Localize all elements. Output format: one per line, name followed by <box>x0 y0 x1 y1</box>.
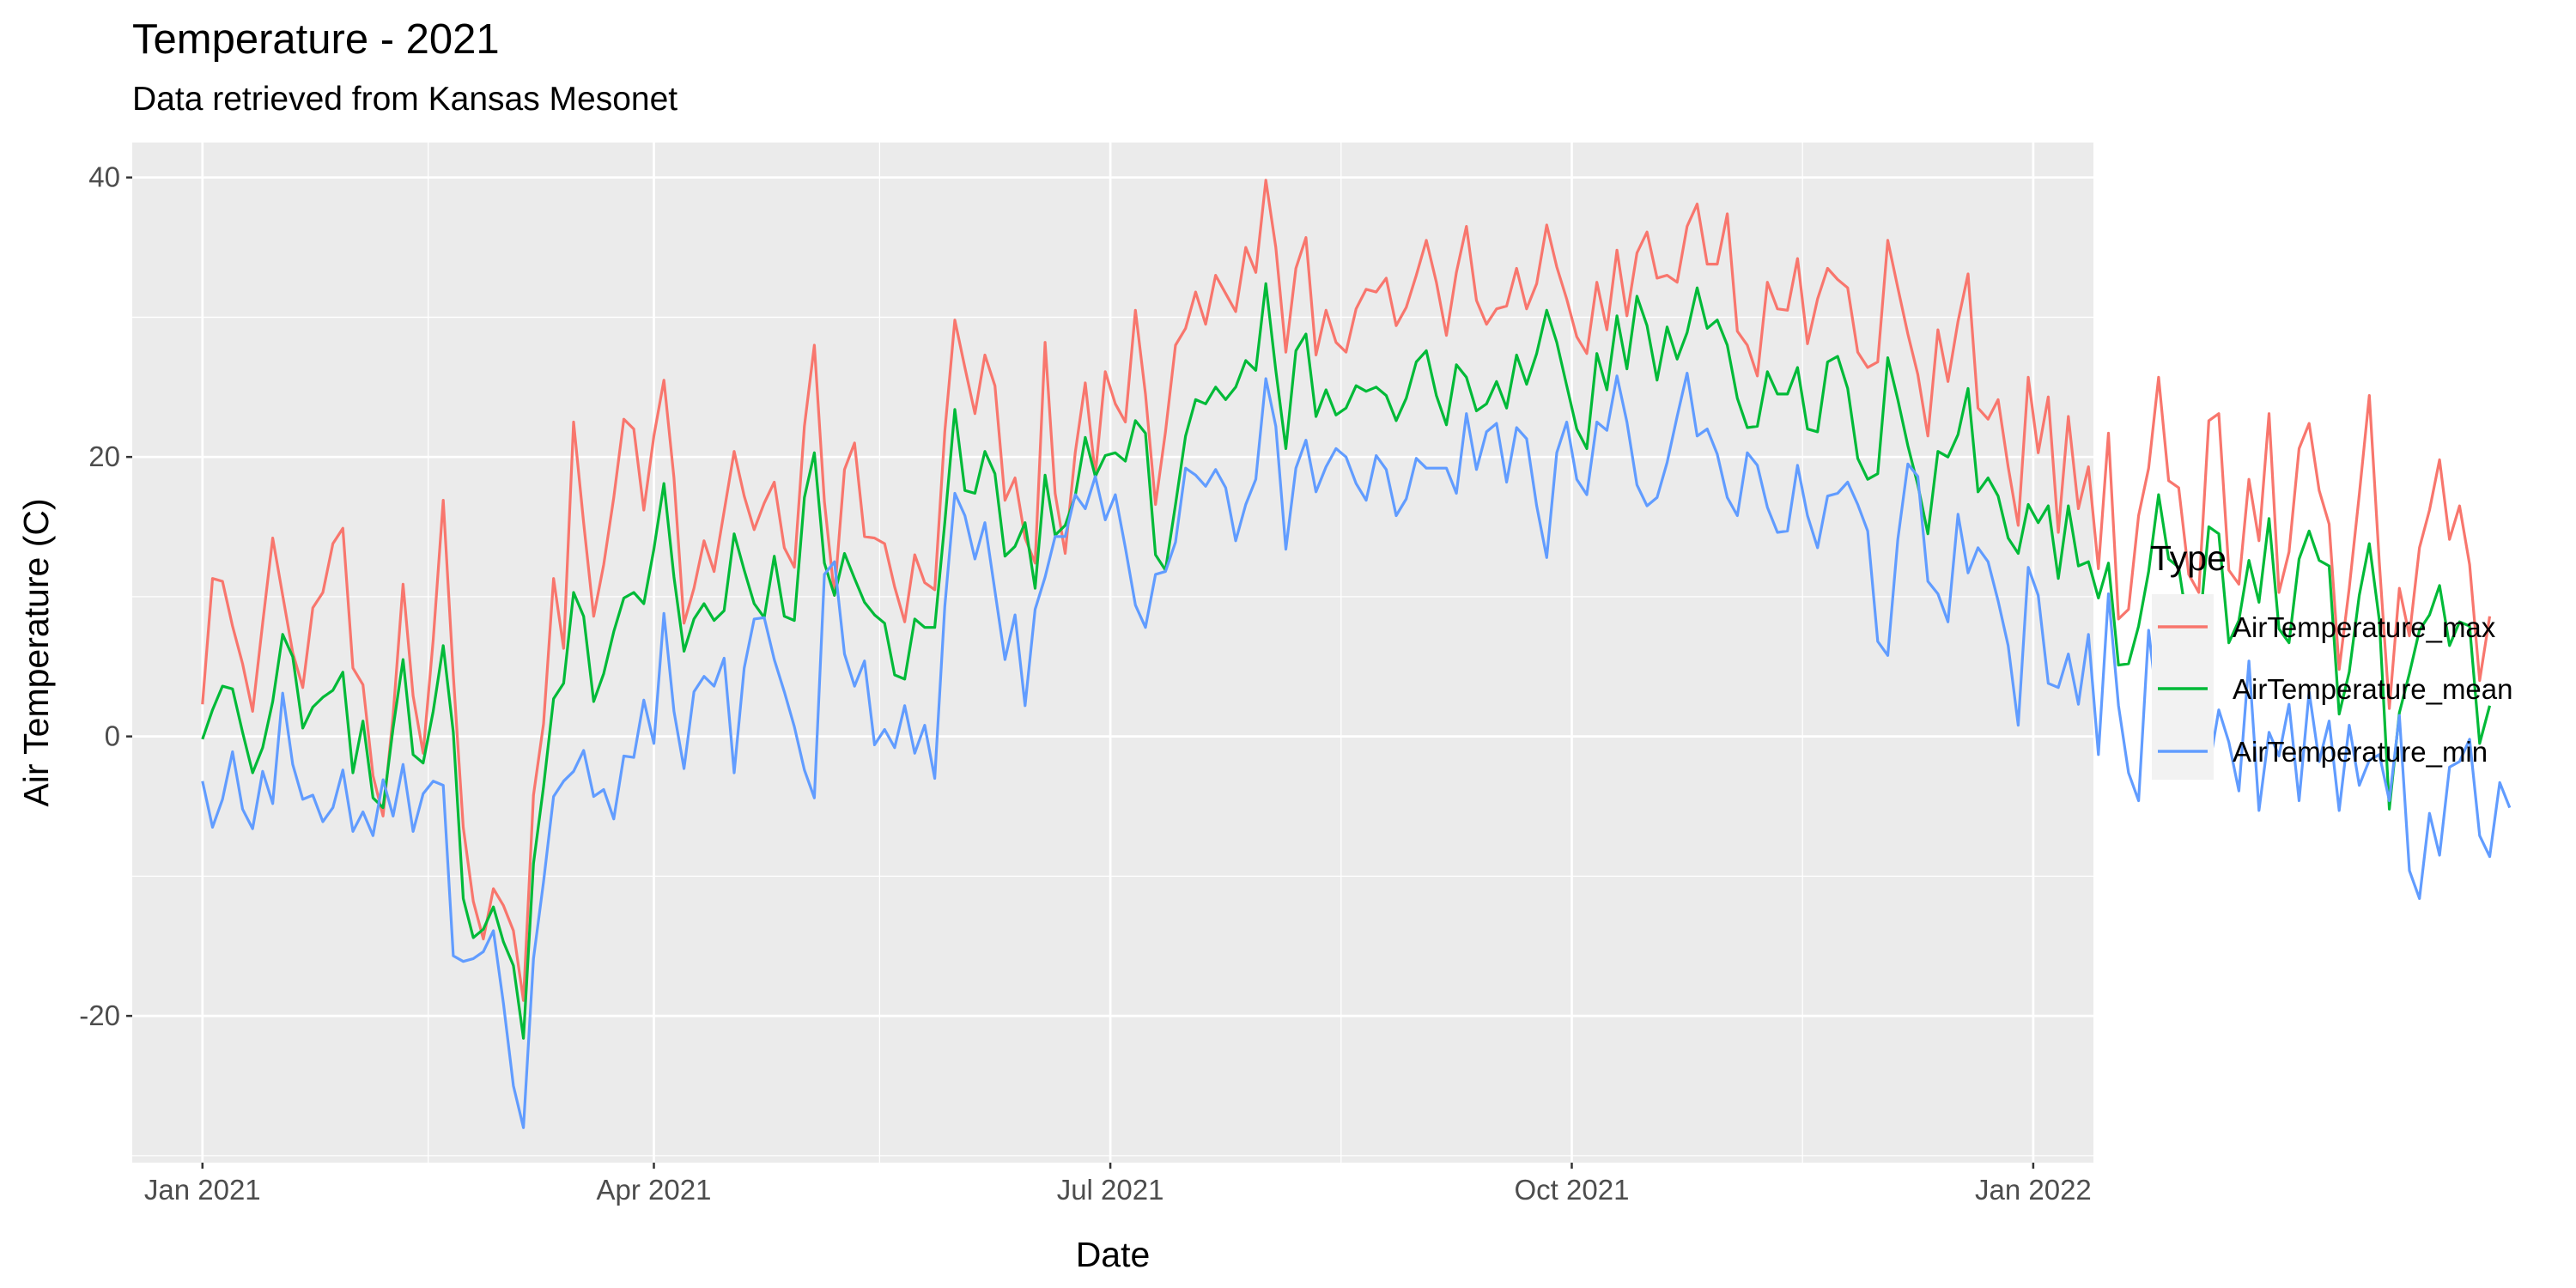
y-tick-label: -20 <box>79 999 120 1031</box>
series-line-min <box>201 371 2512 1129</box>
series-line-mean <box>201 282 2492 1040</box>
legend-title: Type <box>2150 538 2227 578</box>
legend-label-mean: AirTemperature_mean <box>2233 673 2513 705</box>
x-tick-label: Apr 2021 <box>597 1174 712 1206</box>
chart-title: Temperature - 2021 <box>132 16 500 63</box>
x-axis-title: Date <box>1076 1235 1151 1274</box>
y-tick-label: 0 <box>105 720 120 752</box>
y-tick-label: 20 <box>88 440 120 472</box>
x-tick-label: Jan 2021 <box>144 1174 261 1206</box>
x-tick-label: Oct 2021 <box>1515 1174 1630 1206</box>
y-tick-label: 40 <box>88 161 120 193</box>
legend-label-max: AirTemperature_max <box>2233 611 2496 643</box>
legend-label-min: AirTemperature_min <box>2233 736 2488 768</box>
legend-background <box>2152 594 2214 780</box>
y-axis: -20 0 20 40 <box>79 161 132 1031</box>
gridlines <box>132 143 2093 1163</box>
chart-subtitle: Data retrieved from Kansas Mesonet <box>132 81 677 118</box>
x-tick-label: Jan 2022 <box>1975 1174 2092 1206</box>
x-axis: Jan 2021 Apr 2021 Jul 2021 Oct 2021 Jan 2022 <box>144 1163 2092 1206</box>
series-line-max <box>201 179 2492 1002</box>
series-lines <box>201 179 2512 1129</box>
legend: Type AirTemperature_max AirTemperature_m… <box>2150 538 2513 780</box>
plot-panel <box>132 143 2093 1163</box>
x-tick-label: Jul 2021 <box>1057 1174 1164 1206</box>
y-axis-title: Air Temperature (C) <box>16 498 56 806</box>
